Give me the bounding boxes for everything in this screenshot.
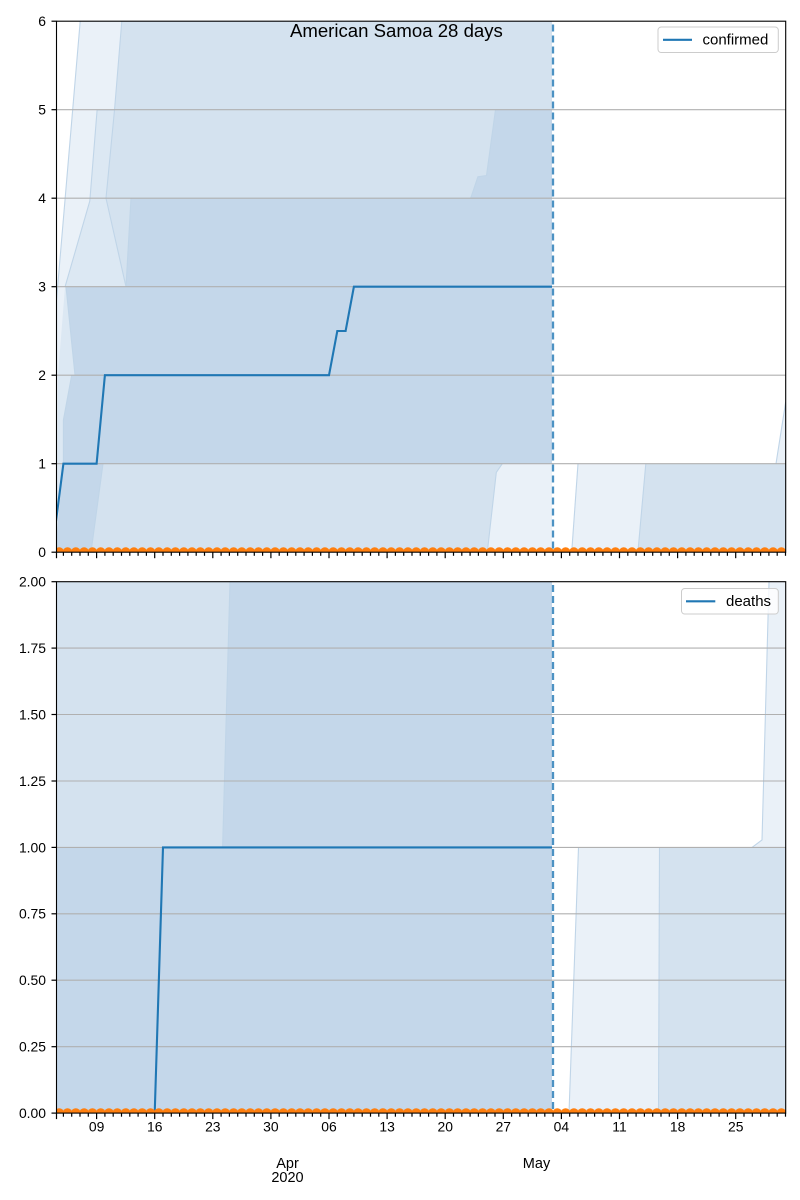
svg-text:16: 16 (147, 1119, 163, 1135)
svg-text:confirmed: confirmed (703, 31, 769, 48)
svg-text:1.25: 1.25 (19, 773, 46, 789)
svg-text:0.00: 0.00 (19, 1105, 46, 1121)
svg-text:0.25: 0.25 (19, 1039, 46, 1055)
svg-text:1.75: 1.75 (19, 640, 46, 656)
svg-text:deaths: deaths (726, 593, 771, 610)
svg-text:13: 13 (379, 1119, 395, 1135)
svg-text:30: 30 (263, 1119, 279, 1135)
svg-text:11: 11 (612, 1119, 627, 1135)
svg-text:04: 04 (554, 1119, 570, 1135)
svg-text:23: 23 (205, 1119, 221, 1135)
svg-text:American Samoa 28 days: American Samoa 28 days (290, 20, 503, 41)
svg-text:1: 1 (38, 456, 46, 472)
svg-text:5: 5 (38, 102, 46, 118)
svg-text:2: 2 (38, 367, 46, 383)
svg-text:0: 0 (38, 544, 46, 560)
svg-text:20: 20 (437, 1119, 453, 1135)
svg-text:0.50: 0.50 (19, 972, 46, 988)
svg-text:2020: 2020 (271, 1170, 303, 1186)
svg-text:06: 06 (321, 1119, 337, 1135)
svg-text:1.50: 1.50 (19, 706, 46, 722)
svg-text:6: 6 (38, 13, 46, 29)
svg-text:25: 25 (728, 1119, 744, 1135)
svg-text:27: 27 (496, 1119, 512, 1135)
svg-text:3: 3 (38, 279, 46, 295)
svg-text:4: 4 (38, 190, 46, 206)
svg-text:2.00: 2.00 (19, 574, 46, 590)
svg-text:Apr: Apr (276, 1156, 299, 1172)
svg-text:1.00: 1.00 (19, 839, 46, 855)
svg-text:18: 18 (670, 1119, 686, 1135)
svg-text:09: 09 (89, 1119, 105, 1135)
svg-text:0.75: 0.75 (19, 906, 46, 922)
svg-text:May: May (523, 1156, 551, 1172)
